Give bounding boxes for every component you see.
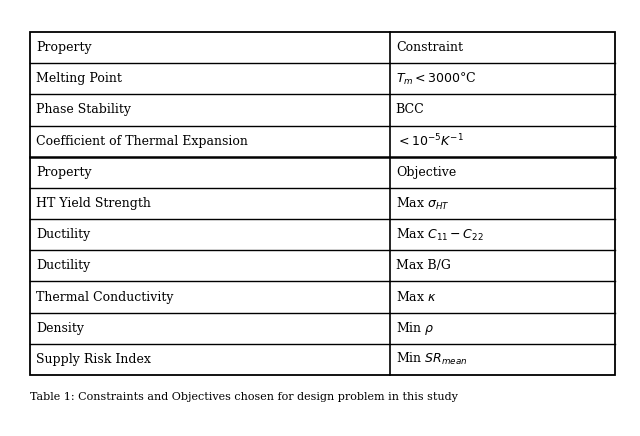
Text: Ductility: Ductility <box>36 228 90 241</box>
Bar <box>30 32 615 375</box>
Text: Constraint: Constraint <box>396 41 463 54</box>
Text: Max $\kappa$: Max $\kappa$ <box>396 290 436 304</box>
Text: Coefficient of Thermal Expansion: Coefficient of Thermal Expansion <box>36 135 248 148</box>
Text: $T_m < 3000$°C: $T_m < 3000$°C <box>396 71 477 87</box>
Text: Property: Property <box>36 41 92 54</box>
Text: Min $SR_{mean}$: Min $SR_{mean}$ <box>396 351 467 368</box>
Text: Max $\sigma_{HT}$: Max $\sigma_{HT}$ <box>396 195 449 211</box>
Text: Table 1: Constraints and Objectives chosen for design problem in this study: Table 1: Constraints and Objectives chos… <box>30 392 458 402</box>
Text: Melting Point: Melting Point <box>36 72 122 85</box>
Text: Max B/G: Max B/G <box>396 259 451 272</box>
Text: $< 10^{-5}K^{-1}$: $< 10^{-5}K^{-1}$ <box>396 133 463 150</box>
Text: Density: Density <box>36 322 84 335</box>
Text: Supply Risk Index: Supply Risk Index <box>36 353 151 366</box>
Text: Max $C_{11} - C_{22}$: Max $C_{11} - C_{22}$ <box>396 227 483 243</box>
Text: Min $\rho$: Min $\rho$ <box>396 320 435 337</box>
Text: HT Yield Strength: HT Yield Strength <box>36 197 151 210</box>
Text: Ductility: Ductility <box>36 259 90 272</box>
Text: Property: Property <box>36 166 92 179</box>
Text: Objective: Objective <box>396 166 456 179</box>
Text: BCC: BCC <box>396 103 424 116</box>
Text: Phase Stability: Phase Stability <box>36 103 131 116</box>
Text: Thermal Conductivity: Thermal Conductivity <box>36 290 173 303</box>
